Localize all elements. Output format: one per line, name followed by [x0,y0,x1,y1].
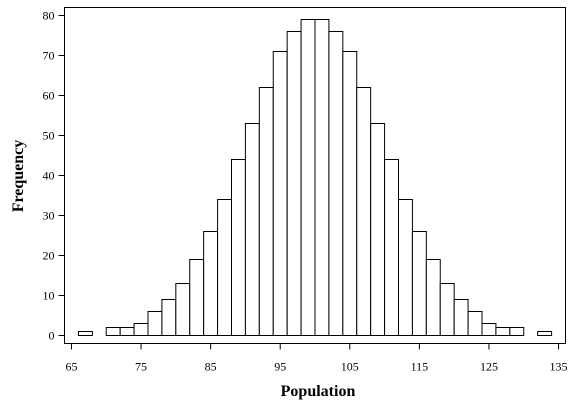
x-tick-label-0: 65 [65,360,77,374]
y-tick-label-7: 70 [43,49,55,63]
y-tick-label-6: 60 [43,89,55,103]
bar-24 [411,231,427,336]
bar-29 [481,323,497,336]
bar-10 [217,199,232,336]
bar-5 [147,311,163,336]
x-tick-label-1: 75 [135,360,147,374]
bar-6 [161,299,177,336]
bar-18 [328,31,344,336]
bar-21 [370,123,386,336]
x-tick-label-3: 95 [274,360,286,374]
x-axis-title: Population [281,383,356,400]
bar-4 [133,323,149,336]
y-tick-label-5: 50 [43,129,55,143]
bar-25 [425,259,441,336]
bar-16 [300,19,316,336]
bar-7 [175,283,191,336]
y-tick-label-0: 0 [49,329,55,343]
bar-30 [495,327,511,336]
y-tick-label-1: 10 [43,289,55,303]
bar-11 [231,159,246,336]
bar-17 [314,19,330,336]
bar-0 [77,331,93,336]
bar-31 [509,327,525,336]
bar-9 [203,231,219,336]
y-axis: 0 10 20 30 40 50 60 70 80 [43,9,65,343]
bar-15 [286,31,302,336]
bar-28 [467,311,483,336]
bar-8 [189,259,205,336]
bar-19 [342,51,358,336]
x-tick-label-4: 105 [341,360,359,374]
bars-group [77,19,553,336]
bar-20 [356,87,372,336]
bar-23 [398,199,413,336]
bar-12 [244,123,260,336]
y-tick-label-8: 80 [43,9,55,23]
y-tick-label-2: 20 [43,249,55,263]
bar-3 [119,327,135,336]
bar-33 [537,331,553,336]
y-axis-title: Frequency [10,140,27,213]
x-tick-label-7: 135 [550,360,568,374]
x-tick-label-5: 115 [411,360,429,374]
x-tick-label-6: 125 [480,360,498,374]
bar-27 [453,299,469,336]
y-tick-label-3: 30 [43,209,55,223]
x-tick-label-2: 85 [205,360,217,374]
x-axis: 65 75 85 95 105 115 125 135 [65,343,568,374]
bar-22 [384,159,400,336]
y-tick-label-4: 40 [43,169,55,183]
bar-26 [439,283,455,336]
bar-13 [258,87,274,336]
bar-14 [272,51,288,336]
bar-2 [105,327,121,336]
